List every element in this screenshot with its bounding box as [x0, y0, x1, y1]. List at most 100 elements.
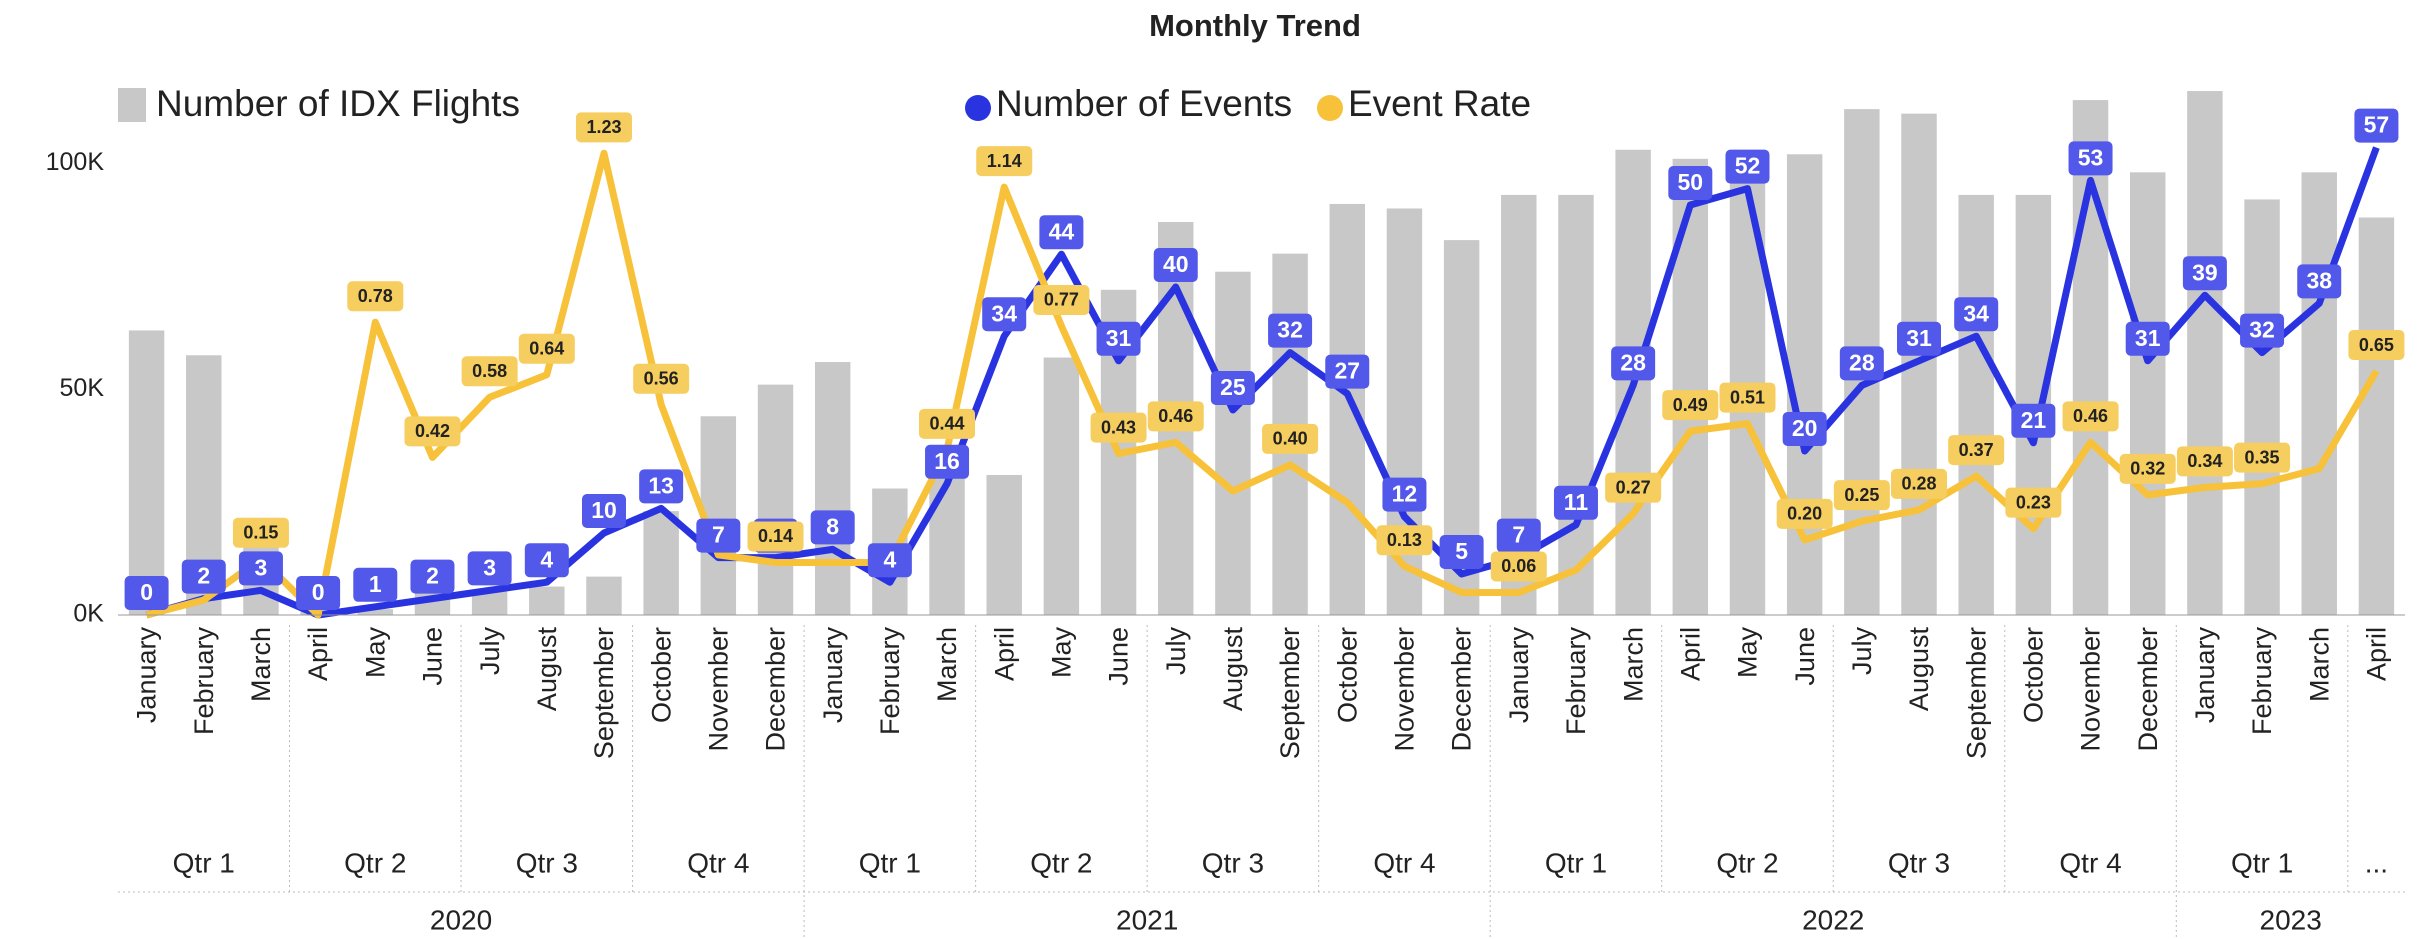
x-tick-label: February — [2247, 627, 2277, 736]
data-label-text: 2 — [426, 563, 439, 589]
x-tick-label: March — [1618, 627, 1648, 702]
data-label-box — [976, 146, 1033, 177]
data-label-text: 52 — [1735, 153, 1761, 179]
data-label-box — [1439, 535, 1484, 569]
x-tick-label: June — [1104, 627, 1134, 686]
data-label-text: 0.46 — [2073, 406, 2108, 426]
data-label-box — [2182, 256, 2227, 291]
data-label: 0.32 — [2119, 453, 2176, 484]
quarter-label: Qtr 1 — [173, 847, 235, 878]
data-label: 32 — [1268, 313, 1313, 348]
data-label-box — [1833, 480, 1890, 511]
data-label-box — [982, 297, 1027, 332]
data-label: 0 — [124, 576, 169, 610]
data-label: 34 — [1954, 297, 1999, 332]
data-label: 0.56 — [633, 363, 690, 394]
bar — [529, 586, 565, 615]
data-label-box — [919, 408, 976, 439]
data-label-text: 40 — [1163, 251, 1189, 277]
data-label-text: 3 — [255, 554, 268, 580]
data-label: 28 — [1839, 346, 1884, 381]
data-label-box — [581, 494, 626, 528]
x-tick-label: January — [1504, 627, 1534, 724]
data-label: 40 — [1153, 248, 1198, 282]
data-label-box — [810, 510, 855, 545]
data-label-text: 0.27 — [1616, 477, 1651, 497]
data-label: 4 — [867, 543, 912, 578]
bar — [2244, 199, 2280, 615]
data-label-box — [1490, 551, 1547, 582]
quarter-label: Qtr 2 — [344, 847, 406, 878]
legend-label: Number of IDX Flights — [156, 83, 520, 124]
data-label: 13 — [639, 469, 684, 504]
data-label-text: 31 — [1906, 325, 1932, 351]
data-label: 8 — [810, 510, 855, 545]
data-label: 0 — [296, 576, 341, 610]
data-label: 7 — [1496, 518, 1541, 553]
x-tick-label: July — [1847, 627, 1877, 676]
data-label-text: 0 — [140, 579, 153, 605]
data-label-text: 39 — [2192, 259, 2218, 285]
data-label-box — [2354, 108, 2399, 143]
data-label-box — [1376, 525, 1433, 556]
data-label-box — [296, 576, 341, 610]
bar — [2301, 172, 2337, 615]
data-label-box — [1668, 166, 1713, 200]
data-label: 0.25 — [1833, 480, 1890, 511]
data-label-box — [2119, 453, 2176, 484]
data-label-text: 32 — [2249, 317, 2275, 343]
data-label: 0.77 — [1033, 284, 1090, 315]
quarter-label: Qtr 2 — [1716, 847, 1778, 878]
data-label-box — [2176, 446, 2233, 477]
data-label-text: 27 — [1334, 358, 1360, 384]
data-label: 0.40 — [1262, 423, 1319, 454]
data-label: 20 — [1782, 412, 1827, 446]
x-tick-label: September — [589, 627, 619, 759]
x-tick-label: July — [475, 627, 505, 676]
data-label: 0.58 — [461, 356, 518, 387]
bar — [1958, 194, 1994, 616]
data-label-text: 0.65 — [2359, 335, 2394, 355]
data-label: 27 — [1325, 354, 1370, 389]
data-label-box — [1268, 313, 1313, 348]
data-label-text: 34 — [1963, 300, 1989, 326]
quarter-label: Qtr 1 — [859, 847, 921, 878]
data-label-text: 0 — [312, 579, 325, 605]
data-label-box — [1210, 371, 1255, 405]
data-label-text: 4 — [883, 546, 896, 572]
data-label-box — [353, 567, 398, 602]
data-label: 0.13 — [1376, 525, 1433, 556]
quarter-label: ... — [2365, 847, 2388, 878]
x-tick-label: November — [2076, 627, 2106, 752]
quarter-label: Qtr 1 — [2231, 847, 2293, 878]
data-label: 3 — [238, 551, 283, 586]
data-label-text: 16 — [934, 448, 960, 474]
quarter-label: Qtr 3 — [516, 847, 578, 878]
data-label-box — [410, 559, 455, 594]
x-tick-label: November — [1390, 627, 1420, 752]
data-label-box — [2348, 330, 2405, 361]
legend-swatch — [1317, 95, 1343, 121]
data-label-text: 28 — [1620, 349, 1646, 375]
x-tick-label: April — [989, 627, 1019, 681]
data-label-box — [1891, 468, 1948, 499]
data-label-text: 57 — [2364, 112, 2390, 138]
x-tick-label: April — [1675, 627, 1705, 681]
data-label-text: 2 — [197, 563, 210, 589]
data-label: 4 — [524, 543, 569, 578]
x-tick-label: March — [246, 627, 276, 702]
data-label: 0.46 — [1147, 401, 1204, 432]
data-label-box — [518, 333, 575, 364]
x-tick-label: October — [1332, 627, 1362, 723]
data-label-text: 0.25 — [1844, 485, 1879, 505]
quarter-label: Qtr 4 — [1373, 847, 1435, 878]
y-tick-label: 0K — [73, 600, 104, 628]
x-tick-label: November — [703, 627, 733, 752]
data-label-box — [1725, 149, 1770, 184]
bar — [2129, 172, 2166, 615]
data-label-text: 0.13 — [1387, 530, 1422, 550]
data-label-text: 13 — [648, 472, 674, 498]
bar — [643, 511, 679, 615]
year-label: 2021 — [1116, 904, 1178, 935]
data-label: 0.14 — [747, 521, 804, 552]
